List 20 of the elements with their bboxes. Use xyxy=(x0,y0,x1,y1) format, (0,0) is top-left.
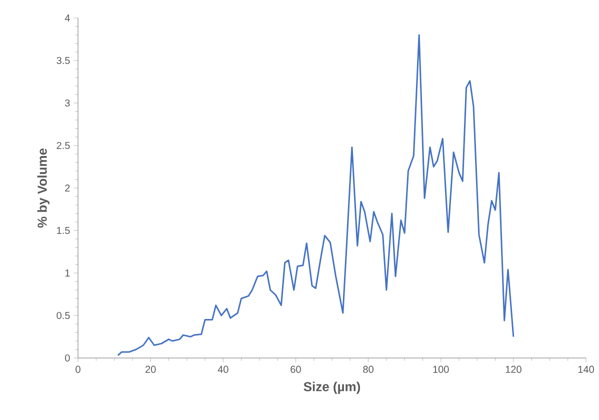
y-tick-label: 0 xyxy=(65,354,70,362)
x-tick-label: 40 xyxy=(218,366,228,373)
x-tick-label: 100 xyxy=(433,366,449,373)
x-tick-label: 140 xyxy=(578,366,594,373)
y-tick-label: 2.5 xyxy=(56,142,70,150)
y-tick-label: 1 xyxy=(65,270,70,276)
y-tick-label: 4 xyxy=(64,14,70,22)
y-tick-label: 1.5 xyxy=(57,227,70,234)
x-tick-label: 20 xyxy=(146,366,156,373)
y-tick-label: 2 xyxy=(65,184,70,192)
y-axis-title: % by Volume xyxy=(37,148,50,228)
line-series xyxy=(117,34,514,356)
x-tick-label: 120 xyxy=(506,366,522,373)
y-tick-label: 3 xyxy=(65,99,70,107)
x-tick-label: 80 xyxy=(363,366,374,373)
x-tick-label: 60 xyxy=(290,366,301,373)
y-tick-label: 0.5 xyxy=(56,312,70,320)
x-axis-title: Size (µm) xyxy=(304,382,360,394)
x-tick-label: 0 xyxy=(76,366,80,373)
y-tick-label: 3.5 xyxy=(56,56,70,64)
